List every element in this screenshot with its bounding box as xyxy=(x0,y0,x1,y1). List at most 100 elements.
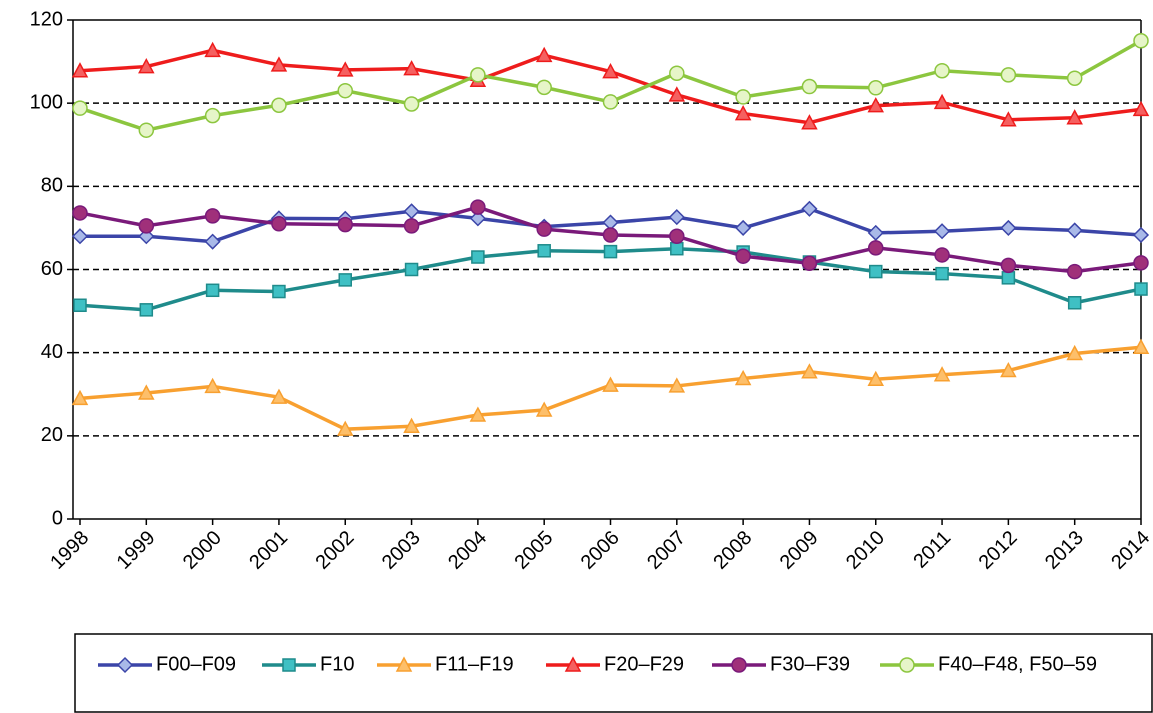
data-point xyxy=(1000,67,1017,83)
data-point xyxy=(1132,226,1150,244)
data-point xyxy=(71,62,89,78)
data-point xyxy=(469,406,487,422)
x-tick-label: 2011 xyxy=(909,527,955,573)
data-point xyxy=(603,244,618,259)
data-point xyxy=(471,250,485,264)
data-point xyxy=(867,97,885,113)
x-tick-label: 2009 xyxy=(776,527,823,574)
y-tick-label: 120 xyxy=(30,8,63,30)
legend-label: F20–F29 xyxy=(604,653,684,675)
legend-marker xyxy=(731,657,747,673)
y-tick-label: 20 xyxy=(41,424,63,446)
data-point xyxy=(1133,33,1149,49)
data-point xyxy=(271,216,287,232)
x-tick-label: 2013 xyxy=(1041,527,1088,574)
data-point xyxy=(735,248,751,264)
data-point xyxy=(868,80,884,96)
data-point xyxy=(469,210,486,227)
data-point xyxy=(336,420,354,436)
legend-label: F40–F48, F50–59 xyxy=(938,653,1097,675)
data-point xyxy=(403,96,420,112)
legend-marker xyxy=(564,656,582,672)
data-point xyxy=(204,233,221,250)
data-point xyxy=(138,122,155,138)
data-point xyxy=(670,241,684,256)
data-point xyxy=(602,94,619,110)
data-point xyxy=(272,284,286,299)
data-point xyxy=(1000,257,1017,274)
data-point xyxy=(734,369,752,386)
legend-marker xyxy=(395,656,413,672)
legend-label: F00–F09 xyxy=(156,653,236,675)
x-tick-label: 2003 xyxy=(378,527,425,574)
data-point xyxy=(205,283,220,298)
legend-item: F40–F48, F50–59 xyxy=(880,653,1097,675)
data-point xyxy=(204,208,221,224)
x-tick-label: 2002 xyxy=(311,527,358,574)
data-point xyxy=(204,41,221,58)
data-point xyxy=(404,262,419,277)
legend-item: F11–F19 xyxy=(377,653,514,675)
data-point xyxy=(71,389,89,406)
data-point xyxy=(73,298,87,313)
data-point xyxy=(139,303,154,317)
x-tick-label: 2001 xyxy=(245,527,292,574)
data-point xyxy=(933,366,951,382)
data-point xyxy=(536,79,552,96)
data-point xyxy=(138,57,155,74)
data-point xyxy=(1000,219,1017,236)
data-point xyxy=(270,56,288,72)
data-point xyxy=(537,244,551,258)
data-point xyxy=(204,377,221,394)
data-point xyxy=(801,363,818,379)
data-point xyxy=(72,205,88,221)
data-point xyxy=(602,227,619,243)
data-point xyxy=(934,247,950,263)
data-point xyxy=(668,86,686,102)
data-point xyxy=(1134,282,1148,296)
x-tick-label: 2007 xyxy=(643,527,690,574)
data-point xyxy=(337,216,353,233)
x-tick-label: 2008 xyxy=(709,527,756,574)
data-point xyxy=(1001,271,1016,285)
legend-label: F11–F19 xyxy=(435,653,514,675)
x-tick-label: 1998 xyxy=(46,527,93,574)
data-point xyxy=(1066,344,1083,361)
data-point xyxy=(1066,109,1083,125)
legend-label: F10 xyxy=(320,653,354,675)
legend-marker xyxy=(116,656,134,674)
data-point xyxy=(801,255,818,272)
data-point xyxy=(138,384,155,400)
x-tick-label: 2005 xyxy=(510,527,557,574)
data-point xyxy=(1000,111,1017,127)
y-tick-label: 100 xyxy=(30,91,63,113)
y-tick-label: 0 xyxy=(52,507,63,529)
data-point xyxy=(869,264,883,279)
data-point xyxy=(403,417,420,434)
x-tick-label: 2014 xyxy=(1107,527,1153,574)
data-point xyxy=(403,203,420,220)
legend-box xyxy=(74,633,1153,713)
data-point xyxy=(536,221,552,237)
data-point xyxy=(1066,70,1083,86)
data-point xyxy=(669,228,685,244)
data-point xyxy=(1133,255,1149,271)
data-point xyxy=(1066,222,1083,239)
data-point xyxy=(867,224,884,241)
data-point xyxy=(668,209,685,226)
x-tick-label: 2012 xyxy=(975,527,1022,574)
data-point xyxy=(801,78,818,95)
legend-item: F30–F39 xyxy=(712,653,850,675)
data-point xyxy=(338,273,352,287)
data-point xyxy=(602,376,619,392)
data-point xyxy=(470,199,486,215)
legend-marker xyxy=(282,658,296,672)
data-point xyxy=(470,67,486,83)
data-point xyxy=(204,107,221,124)
data-point xyxy=(535,46,553,63)
data-point xyxy=(934,62,950,79)
data-point xyxy=(337,82,353,99)
data-point xyxy=(336,61,354,77)
data-point xyxy=(138,218,155,234)
